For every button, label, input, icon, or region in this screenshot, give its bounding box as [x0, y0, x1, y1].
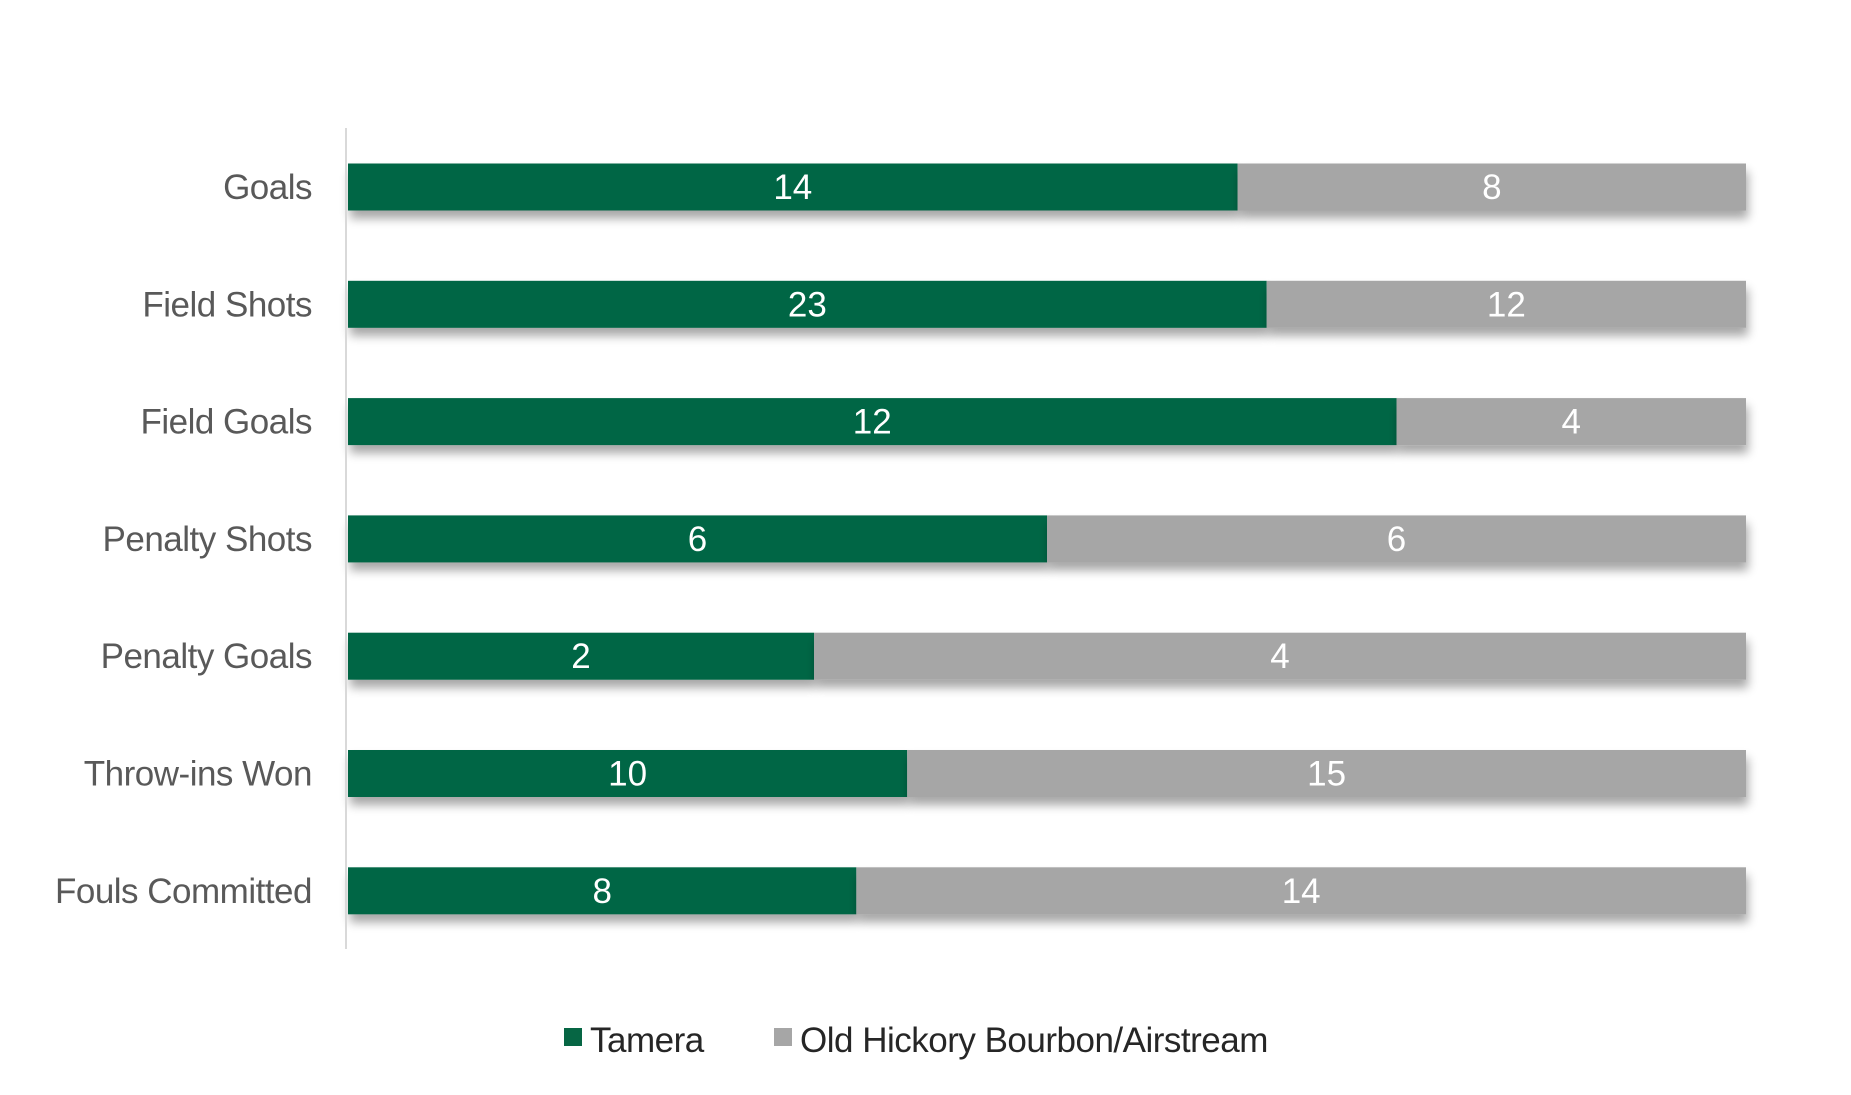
data-label-old-hickory-bourbon-airstream-penalty-shots: 6	[1387, 520, 1406, 559]
legend-swatch-old-hickory-bourbon-airstream	[774, 1028, 792, 1046]
data-label-tamera-field-goals: 12	[853, 403, 892, 442]
data-label-tamera-penalty-shots: 6	[688, 520, 707, 559]
bar-old-hickory-bourbon-airstream-field-shots	[1266, 280, 1746, 328]
data-label-old-hickory-bourbon-airstream-goals: 8	[1482, 168, 1501, 207]
category-label-field-shots: Field Shots	[142, 285, 312, 324]
legend-swatch-tamera	[564, 1028, 582, 1046]
bar-tamera-throw-ins-won	[348, 750, 908, 797]
data-label-old-hickory-bourbon-airstream-fouls-committed: 14	[1282, 872, 1321, 911]
bar-tamera-field-shots	[348, 280, 1267, 328]
data-labels: 14 8 23 12 12 4 6 6 2 4 10 15 8 14	[571, 168, 1581, 911]
bar-old-hickory-bourbon-airstream-goals	[1237, 163, 1746, 211]
data-label-old-hickory-bourbon-airstream-field-goals: 4	[1562, 403, 1581, 442]
bar-old-hickory-bourbon-airstream-fouls-committed	[856, 867, 1746, 915]
bar-tamera-goals	[348, 163, 1238, 211]
data-label-old-hickory-bourbon-airstream-penalty-goals: 4	[1270, 637, 1289, 676]
bar-tamera-penalty-shots	[348, 515, 1047, 563]
bar-old-hickory-bourbon-airstream-field-goals	[1396, 398, 1746, 446]
bar-tamera-field-goals	[348, 398, 1397, 446]
legend-label-tamera: Tamera	[590, 1021, 705, 1060]
legend: Tamera Old Hickory Bourbon/Airstream	[564, 1021, 1268, 1060]
category-labels: Goals Field Shots Field Goals Penalty Shots…	[55, 168, 313, 911]
bar-tamera-fouls-committed	[348, 867, 857, 915]
legend-label-old-hickory-bourbon-airstream: Old Hickory Bourbon/Airstream	[800, 1021, 1268, 1060]
bar-old-hickory-bourbon-airstream-penalty-goals	[814, 632, 1746, 680]
data-label-tamera-goals: 14	[773, 168, 812, 207]
category-label-goals: Goals	[223, 168, 312, 207]
data-label-tamera-fouls-committed: 8	[592, 872, 611, 911]
data-label-tamera-throw-ins-won: 10	[608, 755, 647, 794]
bar-tamera-penalty-goals	[348, 632, 814, 680]
category-label-throw-ins-won: Throw-ins Won	[84, 755, 312, 794]
category-label-penalty-shots: Penalty Shots	[103, 520, 312, 559]
data-label-old-hickory-bourbon-airstream-throw-ins-won: 15	[1307, 755, 1346, 794]
category-label-field-goals: Field Goals	[140, 403, 312, 442]
bar-old-hickory-bourbon-airstream-throw-ins-won	[907, 750, 1746, 797]
data-label-old-hickory-bourbon-airstream-field-shots: 12	[1487, 285, 1526, 324]
category-label-penalty-goals: Penalty Goals	[101, 637, 312, 676]
category-label-fouls-committed: Fouls Committed	[55, 872, 312, 911]
bar-old-hickory-bourbon-airstream-penalty-shots	[1047, 515, 1746, 563]
data-label-tamera-penalty-goals: 2	[571, 637, 590, 676]
bars-layer	[348, 163, 1746, 915]
data-label-tamera-field-shots: 23	[788, 285, 827, 324]
